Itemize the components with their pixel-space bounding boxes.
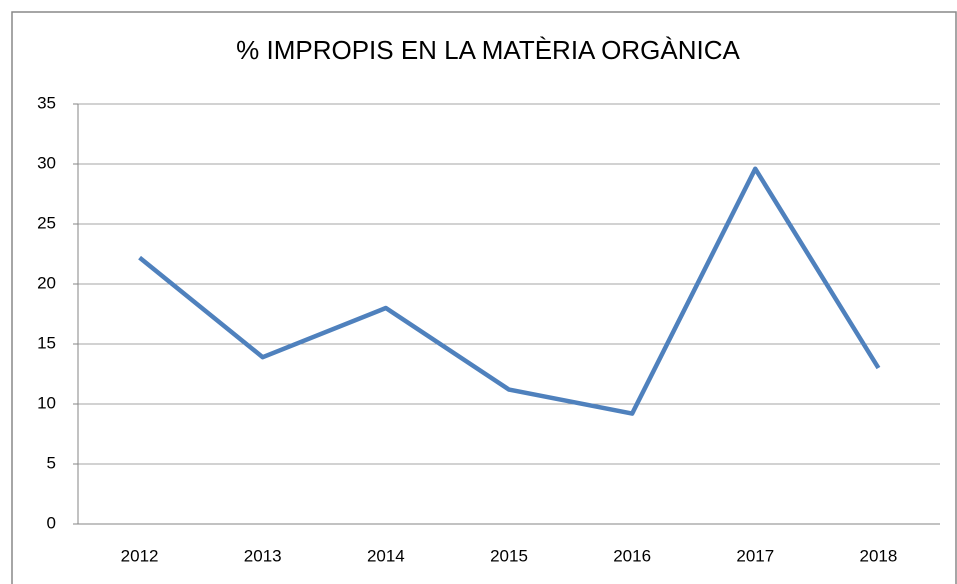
chart-frame (11, 11, 957, 584)
x-tick-label: 2012 (121, 546, 159, 565)
y-tick-label: 20 (37, 273, 56, 292)
chart-title: % IMPROPIS EN LA MATÈRIA ORGÀNICA (236, 35, 740, 65)
x-tick-label: 2017 (736, 546, 774, 565)
x-tick-label: 2015 (490, 546, 528, 565)
x-tick-label: 2013 (244, 546, 282, 565)
x-tick-label: 2016 (613, 546, 651, 565)
x-tick-label: 2018 (860, 546, 898, 565)
x-tick-label: 2014 (367, 546, 405, 565)
y-tick-label: 25 (37, 213, 56, 232)
y-tick-label: 35 (37, 93, 56, 112)
y-tick-label: 30 (37, 153, 56, 172)
y-tick-label: 10 (37, 393, 56, 412)
y-tick-label: 5 (47, 453, 56, 472)
data-line (138, 166, 881, 416)
y-tick-label: 0 (47, 513, 56, 532)
y-tick-label: 15 (37, 333, 56, 352)
